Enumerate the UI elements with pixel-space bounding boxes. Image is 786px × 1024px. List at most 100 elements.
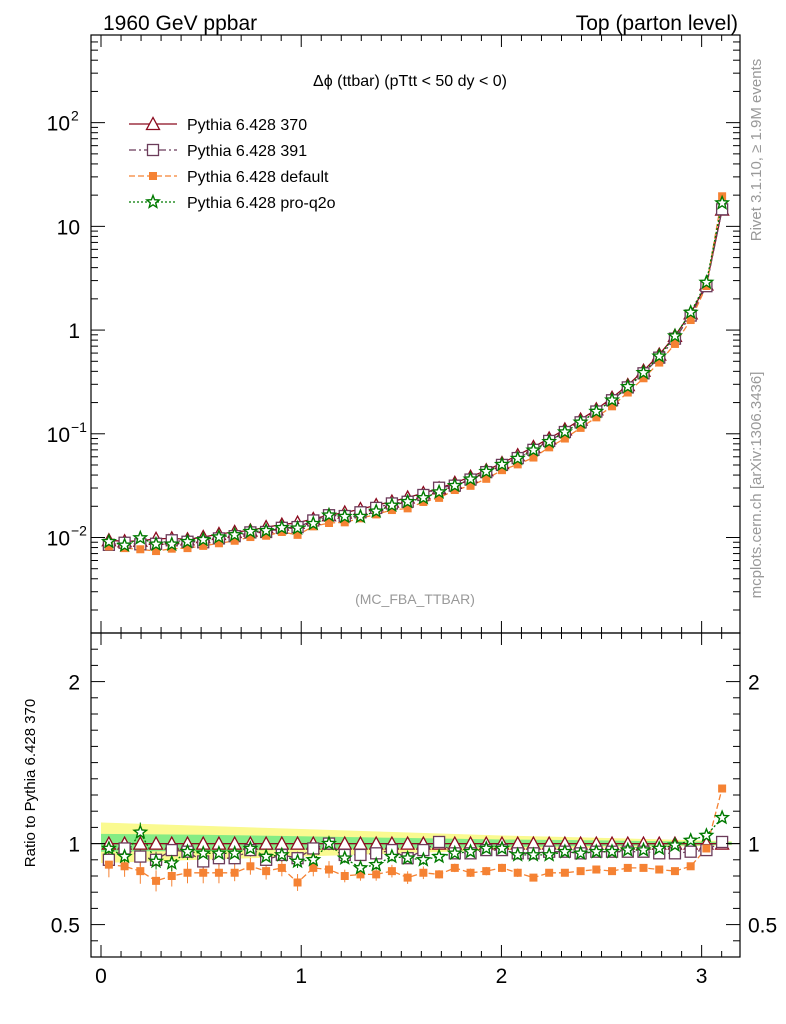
series-markers (100, 192, 731, 887)
data-point (686, 316, 695, 325)
data-point (623, 388, 632, 397)
ratio-point (415, 851, 432, 867)
data-point (336, 508, 353, 524)
ratio-point (293, 878, 302, 887)
ratio-point (666, 836, 683, 853)
chart-title: Δϕ (ttbar) (pTtt < 50 dy < 0) (313, 73, 507, 90)
ratio-point (152, 876, 161, 885)
data-point (556, 423, 573, 439)
legend-label: Pythia 6.428 default (187, 169, 329, 186)
ratio-point (136, 867, 145, 876)
ratio-point (714, 809, 731, 825)
ratio-point (132, 835, 148, 850)
ratio-point (134, 850, 147, 863)
ratio-y-tick-label-right: 0.5 (748, 915, 777, 938)
ratio-point (352, 859, 369, 875)
data-point (446, 477, 463, 493)
ratio-point (226, 844, 243, 861)
data-point (277, 527, 286, 536)
ratio-point (432, 835, 446, 849)
ratio-point (340, 872, 349, 880)
ratio-point (525, 846, 542, 862)
data-point (293, 530, 302, 539)
ratio-point (509, 846, 526, 862)
data-point (195, 531, 212, 547)
data-point (100, 533, 117, 549)
data-point (163, 535, 180, 552)
data-point (132, 529, 149, 545)
data-point (635, 364, 652, 380)
series-line-ratio (108, 817, 723, 869)
y-tick-label: 10 (47, 113, 70, 136)
ratio-point (165, 843, 178, 857)
ratio-point (195, 844, 212, 861)
data-point (258, 522, 275, 538)
header-right: Top (parton level) (576, 12, 738, 35)
data-point (604, 391, 621, 407)
data-point (148, 535, 164, 552)
data-point (419, 497, 428, 506)
ratio-point (529, 873, 538, 882)
ratio-point (277, 863, 286, 872)
ratio-point (431, 848, 448, 864)
ratio-point (545, 868, 554, 877)
band-inner (101, 833, 732, 852)
data-point (226, 526, 243, 542)
data-point (136, 545, 145, 554)
ratio-point (167, 872, 176, 880)
ratio-point (179, 843, 196, 859)
ratio-point (560, 868, 569, 877)
legend-marker (146, 143, 160, 157)
data-point (572, 413, 589, 430)
side-label-mcplots: mcplots.cern.ch [arXiv:1306.3436] (748, 372, 765, 599)
ratio-point (104, 860, 113, 869)
ratio-point (446, 844, 463, 861)
data-point (352, 508, 369, 524)
data-point (670, 339, 679, 348)
data-point (513, 460, 522, 469)
ratio-point (289, 835, 306, 850)
data-point (431, 483, 448, 500)
ratio-y-tick-label-right: 2 (748, 672, 760, 695)
ratio-point (655, 865, 664, 874)
ratio-point (419, 868, 428, 877)
ratio-point (686, 862, 695, 871)
ratio-point (214, 868, 223, 877)
data-point (387, 506, 396, 515)
data-point (714, 194, 731, 210)
ratio-point (572, 844, 589, 861)
y-tick-exponent: −2 (71, 522, 87, 538)
ratio-point (635, 841, 652, 857)
data-point (525, 441, 542, 457)
data-point (493, 456, 511, 472)
ratio-point (399, 849, 416, 865)
ratio-point (116, 848, 133, 864)
data-point (383, 496, 400, 513)
data-point (509, 450, 526, 466)
side-label-rivet: Rivet 3.1.10, ≥ 1.9M events (748, 59, 765, 242)
ratio-point (368, 856, 385, 872)
ratio-point (715, 835, 729, 849)
ratio-point (682, 831, 699, 848)
series-line-main (108, 209, 723, 546)
ratio-point (702, 844, 711, 853)
data-point (576, 423, 585, 432)
data-point (588, 403, 605, 419)
data-point (698, 273, 715, 290)
ratio-point (698, 827, 715, 843)
data-point (466, 481, 475, 490)
ratio-point (100, 840, 117, 856)
ratio-point (619, 841, 636, 857)
ratio-y-tick-label: 1 (68, 834, 80, 857)
data-point (541, 433, 558, 449)
ratio-point (132, 823, 149, 840)
legend: Pythia 6.428 370 Pythia 6.428 391 Pythia 6… (129, 116, 336, 212)
data-point (104, 542, 113, 551)
ratio-point (541, 846, 558, 862)
ratio-point (148, 852, 165, 869)
ratio-point (356, 870, 365, 879)
ratio-point (273, 846, 290, 862)
data-point (682, 303, 699, 320)
data-point (116, 536, 133, 553)
ratio-y-tick-label: 2 (68, 672, 80, 695)
